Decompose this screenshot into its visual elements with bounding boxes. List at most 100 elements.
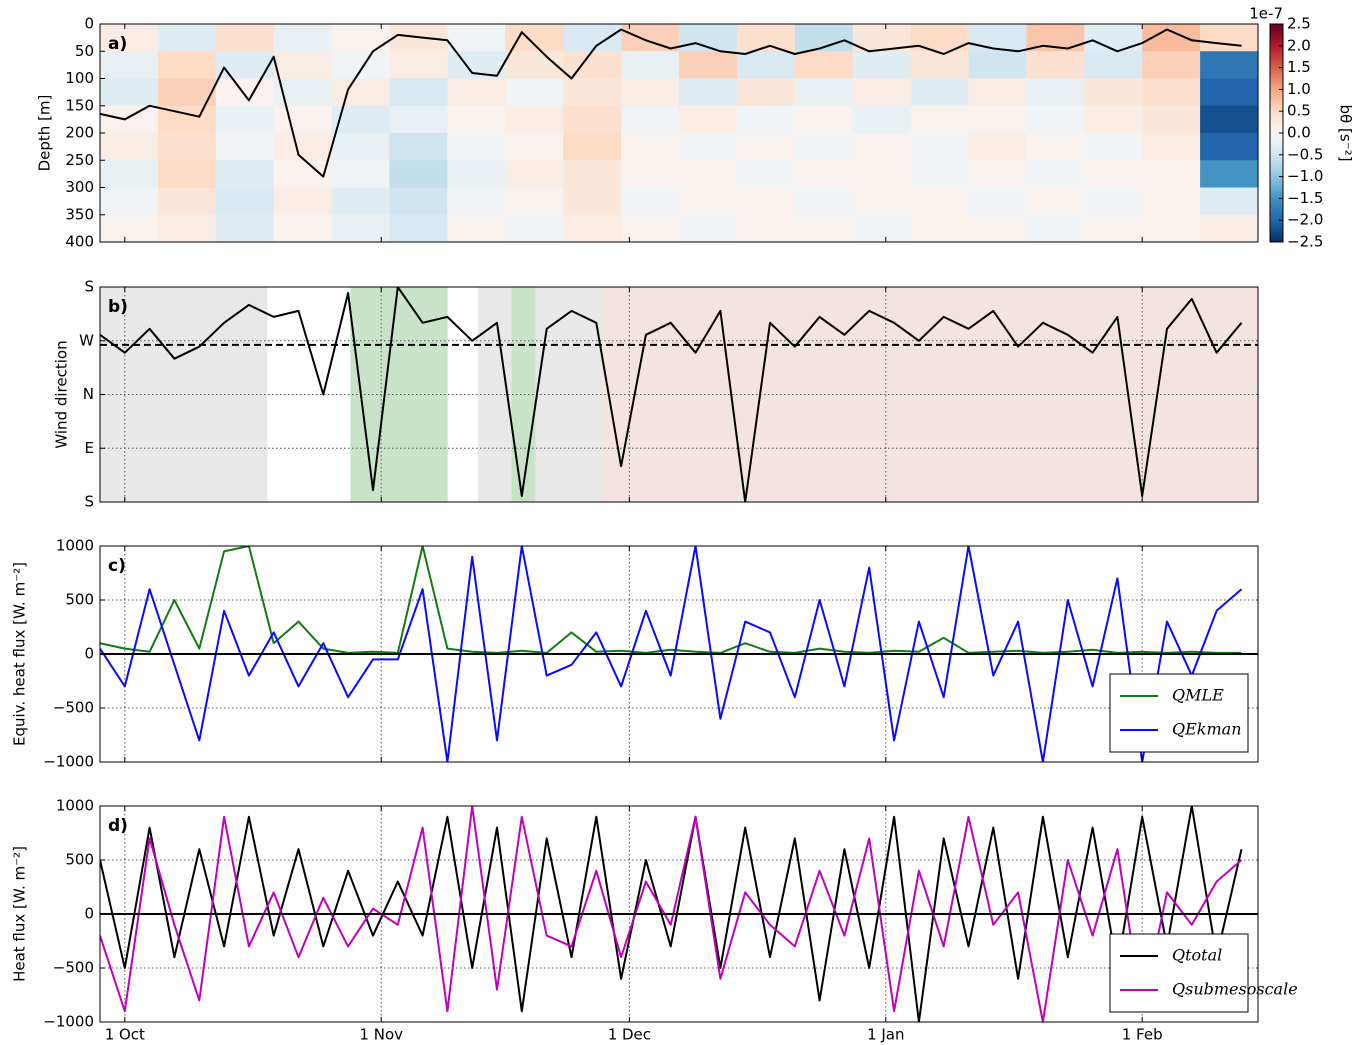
heatmap-cell: [1200, 78, 1258, 107]
heatmap-cell: [215, 133, 275, 161]
y-tick-label: −500: [53, 699, 94, 717]
plot-area: [100, 806, 1258, 1022]
heatmap-cell: [794, 187, 854, 216]
y-tick-label: 50: [75, 42, 94, 60]
colorbar-tick-label: −1.5: [1287, 189, 1323, 207]
heatmap-cell: [1084, 214, 1143, 242]
heatmap-cell: [910, 160, 969, 188]
y-tick-label: 300: [65, 178, 94, 196]
y-tick-label: 0: [84, 905, 94, 923]
y-tick-label: −1000: [43, 1013, 94, 1031]
heatmap-cell: [968, 214, 1027, 242]
heatmap-cell: [215, 51, 275, 79]
heatmap-cell: [794, 78, 854, 107]
heatmap-cell: [679, 133, 738, 161]
heatmap-cell: [679, 214, 738, 242]
heatmap-cell: [505, 187, 564, 216]
panel-label: a): [108, 34, 127, 54]
plot-area: [100, 24, 1258, 242]
y-axis-label: Depth [m]: [36, 95, 54, 172]
heatmap-cell: [447, 24, 506, 52]
heatmap-cell: [157, 24, 217, 52]
colorbar-tick-label: −1.0: [1287, 167, 1323, 185]
heatmap-cell: [679, 187, 738, 216]
y-tick-label: −500: [53, 959, 94, 977]
heatmap-cell: [621, 24, 680, 52]
heatmap-cell: [679, 160, 738, 188]
heatmap-cell: [621, 105, 680, 134]
heatmap-cell: [100, 24, 159, 52]
heatmap-cell: [331, 51, 390, 79]
colorbar-tick-label: −2.5: [1287, 233, 1323, 251]
heatmap-cell: [100, 187, 159, 216]
heatmap-cell: [736, 187, 796, 216]
heatmap-cell: [852, 105, 912, 134]
heatmap-cell: [505, 133, 564, 161]
heatmap-cell: [1142, 187, 1201, 216]
heatmap-cell: [389, 78, 448, 107]
heatmap-cell: [852, 51, 912, 79]
y-axis-label: Equiv. heat flux [W. m⁻²]: [11, 562, 29, 746]
y-tick-label: 100: [65, 69, 94, 87]
heatmap-cell: [1026, 214, 1085, 242]
heatmap-cell: [215, 78, 275, 107]
heatmap-cell: [273, 160, 333, 188]
heatmap-cell: [563, 187, 622, 216]
heatmap-cell: [1026, 51, 1085, 79]
heatmap-cell: [736, 214, 796, 242]
heatmap-cell: [910, 187, 969, 216]
heatmap-cell: [794, 51, 854, 79]
plot-area: [100, 287, 1258, 502]
series-line: [100, 28, 1242, 178]
heatmap-cell: [100, 214, 159, 242]
heatmap-cell: [100, 160, 159, 188]
y-tick-label: S: [84, 493, 94, 511]
heatmap-cell: [157, 51, 217, 79]
y-tick-label: 200: [65, 124, 94, 142]
heatmap-cell: [910, 105, 969, 134]
heatmap-cell: [1142, 51, 1201, 79]
series-line: [100, 546, 1242, 654]
y-tick-label: 500: [65, 851, 94, 869]
colorbar-offset: 1e-7: [1249, 5, 1283, 23]
heatmap-cell: [968, 160, 1027, 188]
heatmap-cell: [447, 105, 506, 134]
colorbar-tick-label: −2.0: [1287, 211, 1323, 229]
colorbar-tick-label: 1.0: [1287, 80, 1311, 98]
heatmap-cell: [852, 160, 912, 188]
heatmap-cell: [1200, 160, 1258, 188]
heatmap-cell: [563, 214, 622, 242]
y-tick-label: E: [85, 439, 94, 457]
y-tick-label: 1000: [56, 537, 94, 555]
panel-label: d): [108, 816, 128, 836]
colorbar-tick-label: 1.5: [1287, 58, 1311, 76]
heatmap-cell: [1200, 24, 1258, 52]
colorbar-tick-label: −0.5: [1287, 145, 1323, 163]
heatmap-cell: [331, 214, 390, 242]
heatmap-cell: [968, 78, 1027, 107]
heatmap-cell: [389, 214, 448, 242]
heatmap-cell: [1084, 24, 1143, 52]
x-tick-label: 1 Jan: [867, 1026, 904, 1044]
shaded-span: [350, 287, 448, 502]
heatmap-cell: [1200, 105, 1258, 134]
panel-label: b): [108, 297, 128, 317]
colorbar-tick-label: 2.0: [1287, 36, 1311, 54]
heatmap-cell: [910, 133, 969, 161]
colorbar-tick-label: 0.0: [1287, 124, 1311, 142]
heatmap-cell: [215, 160, 275, 188]
heatmap-cell: [389, 133, 448, 161]
heatmap-cell: [1084, 187, 1143, 216]
heatmap-cell: [910, 214, 969, 242]
heatmap-cell: [389, 105, 448, 134]
heatmap-cell: [968, 51, 1027, 79]
heatmap-cell: [447, 187, 506, 216]
heatmap-cell: [215, 105, 275, 134]
heatmap-cell: [1084, 78, 1143, 107]
legend-label: QEkman: [1172, 720, 1242, 739]
legend-box: [1109, 673, 1249, 753]
heatmap-cell: [273, 214, 333, 242]
plot-area: [100, 546, 1258, 762]
heatmap-cell: [215, 187, 275, 216]
